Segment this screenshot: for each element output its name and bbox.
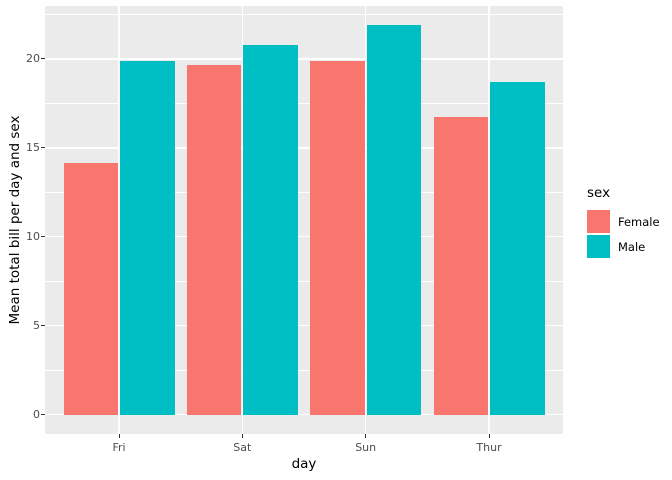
legend-swatch-male: [587, 235, 610, 258]
x-axis-tick: [488, 434, 490, 438]
bar-sun-female: [310, 61, 365, 415]
gridline-major: [45, 236, 563, 238]
y-tick-label: 20: [26, 52, 40, 66]
y-axis-tick: [41, 236, 45, 238]
gridline-minor: [45, 369, 563, 371]
gridline-category-fri: [118, 6, 120, 434]
bar-thur-female: [433, 117, 488, 415]
gridline-minor: [45, 191, 563, 193]
y-axis-title: Mean total bill per day and sex: [7, 115, 23, 325]
bar-sun-male: [366, 25, 422, 415]
x-axis-tick: [365, 434, 367, 438]
y-axis-tick: [41, 147, 45, 149]
gridline-major: [45, 147, 563, 149]
bar-fri-female: [63, 163, 118, 415]
gridline-major: [45, 413, 563, 416]
x-axis-tick: [118, 434, 120, 438]
gridline-minor: [45, 280, 563, 282]
bar-sat-male: [243, 44, 298, 415]
y-tick-label: 0: [33, 408, 40, 422]
bar-sat-female: [186, 64, 242, 415]
y-axis-tick: [41, 58, 45, 60]
plot-panel: [45, 6, 563, 434]
gridline-category-sun: [364, 6, 367, 434]
gridline-minor: [45, 103, 563, 104]
x-tick-label: Sun: [355, 441, 377, 454]
legend-label: Female: [618, 214, 660, 229]
legend-label: Male: [618, 239, 646, 254]
y-axis-tick: [41, 325, 45, 327]
gridline-category-sat: [241, 6, 244, 434]
x-axis-title: day: [291, 456, 317, 472]
y-axis-tick: [41, 414, 45, 416]
x-tick-label: Fri: [112, 441, 126, 454]
y-tick-label: 5: [33, 319, 40, 333]
legend-title: sex: [587, 185, 611, 201]
x-axis-tick: [241, 434, 243, 438]
gridline-major: [45, 58, 563, 60]
gridline-category-thur: [488, 6, 490, 434]
x-tick-label: Thur: [476, 441, 502, 454]
legend-item-female: Female: [587, 210, 660, 233]
legend-swatch-female: [587, 210, 610, 233]
x-tick-label: Sat: [233, 441, 252, 454]
gridline-minor: [45, 14, 563, 15]
bar-thur-male: [490, 81, 545, 415]
y-tick-label: 10: [26, 230, 40, 244]
legend: sex Female Male: [587, 185, 660, 260]
y-tick-label: 15: [26, 141, 40, 155]
gridline-major: [45, 325, 563, 327]
legend-item-male: Male: [587, 235, 660, 258]
bar-fri-male: [120, 61, 175, 415]
